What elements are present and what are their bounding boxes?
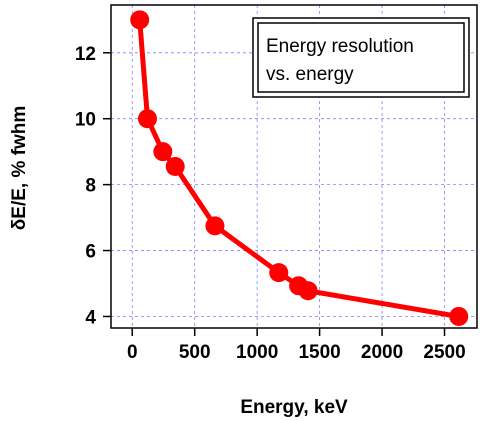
- y-tick-label: 4: [85, 307, 96, 328]
- y-tick-label: 6: [85, 242, 96, 263]
- y-tick-label: 12: [75, 44, 96, 65]
- y-tick-label: 10: [75, 110, 96, 131]
- axis-ticks: 0 500 1000 1500 2000 2500 4 6 8 10 12: [75, 44, 466, 363]
- legend: Energy resolution vs. energy: [252, 17, 470, 98]
- x-tick-label: 2000: [361, 342, 403, 363]
- legend-inner-box: [257, 22, 465, 93]
- x-tick-label: 0: [127, 342, 138, 363]
- x-tick-label: 500: [179, 342, 211, 363]
- x-axis-label: Energy, keV: [240, 397, 348, 418]
- plot-frame: [110, 4, 478, 329]
- data-point: [165, 157, 185, 176]
- x-tick-label: 1500: [298, 342, 340, 363]
- data-point: [449, 306, 469, 326]
- data-point: [205, 216, 225, 236]
- legend-outer-box: [252, 17, 470, 98]
- x-tick-label: 1000: [236, 342, 278, 363]
- data-point: [153, 142, 173, 162]
- y-tick-label: 8: [85, 176, 96, 197]
- data-point: [137, 109, 157, 129]
- data-series: [130, 10, 469, 326]
- data-point: [269, 263, 289, 283]
- x-tick-label: 2500: [423, 342, 465, 363]
- y-axis-label: δE/E, % fwhm: [9, 106, 30, 230]
- legend-line-1: Energy resolution: [266, 36, 414, 57]
- data-point: [130, 10, 150, 30]
- data-point: [298, 281, 318, 301]
- legend-line-2: vs. energy: [266, 64, 354, 85]
